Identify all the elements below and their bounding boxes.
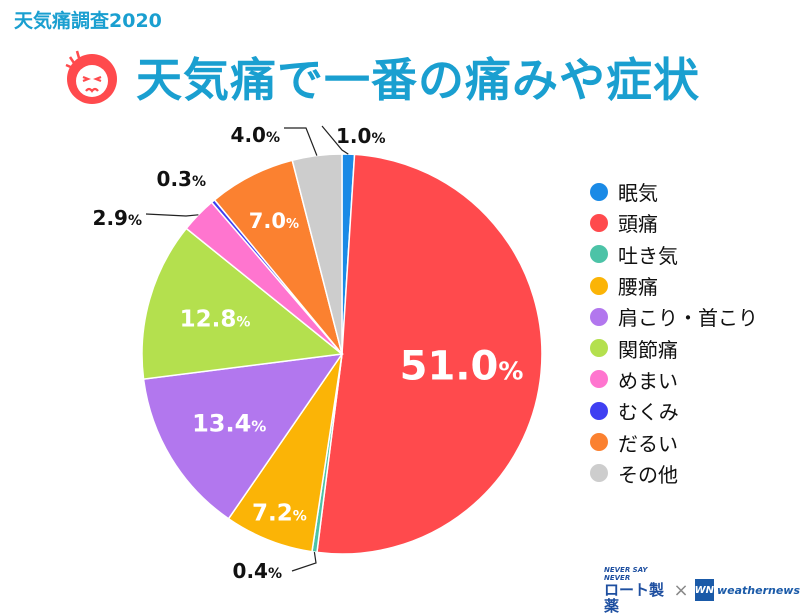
rohto-name: ロート製薬 [604, 581, 665, 615]
legend-label: 吐き気 [618, 243, 678, 268]
chart-title: 天気痛で一番の痛みや症状 [136, 53, 700, 107]
weathernews-mark-icon: WN [694, 579, 714, 601]
slice-data-label: 0.4% [233, 559, 282, 583]
legend-swatch [590, 401, 608, 420]
legend-label: めまい [618, 368, 678, 393]
legend-item: 吐き気 [590, 239, 758, 270]
slice-data-label: 1.0% [336, 124, 385, 148]
legend-label: 腰痛 [618, 275, 658, 300]
legend: 眠気頭痛吐き気腰痛肩こり・首こり 関節痛めまいむくみだるいその他 [590, 176, 758, 489]
slice-data-label: 12.8% [180, 306, 251, 332]
pie-slice-5 [142, 353, 344, 520]
legend-swatch [590, 245, 608, 264]
leader-line [321, 125, 349, 155]
legend-item: めまい [590, 364, 758, 395]
legend-swatch [590, 276, 608, 295]
pie-slice-6 [141, 227, 344, 380]
legend-item: 肩こり・首こり [590, 301, 758, 332]
sponsor-logos: NEVER SAY NEVER ロート製薬 × WN weathernews [604, 566, 800, 614]
headache-face-icon [65, 50, 117, 104]
legend-item: だるい [590, 426, 758, 457]
legend-item: その他 [590, 458, 758, 489]
legend-swatch [590, 213, 608, 232]
legend-item: 関節痛 [590, 332, 758, 363]
logo-separator: × [673, 579, 689, 601]
legend-label: だるい [618, 431, 678, 456]
legend-swatch [590, 370, 608, 389]
slice-data-label: 2.9% [93, 206, 142, 230]
leader-line [284, 127, 318, 156]
survey-label: 天気痛調査2020 [14, 10, 162, 32]
legend-label: その他 [618, 462, 678, 487]
legend-item: 眠気 [590, 176, 758, 207]
slice-data-label: 51.0% [400, 344, 524, 390]
legend-label: 眠気 [618, 181, 658, 206]
slice-data-label: 0.3% [157, 167, 206, 191]
legend-label: 頭痛 [618, 212, 658, 237]
slice-data-label: 7.2% [252, 500, 307, 526]
legend-swatch [590, 433, 608, 452]
pie-chart: 1.0% 51.0% 0.4% 7.2% 13.4% 12.8% 2.9% 0.3% 7.0% 4… [93, 123, 543, 583]
leader-line [145, 213, 199, 217]
legend-item: むくみ [590, 395, 758, 426]
slice-data-label: 4.0% [231, 123, 280, 147]
legend-item: 腰痛 [590, 270, 758, 301]
legend-swatch [590, 182, 608, 201]
legend-swatch [590, 307, 608, 326]
rohto-logo: NEVER SAY NEVER ロート製薬 [604, 566, 667, 614]
legend-swatch [590, 464, 608, 483]
legend-item: 頭痛 [590, 207, 758, 238]
legend-swatch [590, 339, 608, 358]
pie-slice-2 [316, 153, 543, 555]
pie-slice-10 [291, 153, 343, 355]
legend-label: 関節痛 [618, 337, 678, 362]
leader-line [291, 552, 317, 572]
legend-label: 肩こり・首こり [618, 306, 758, 331]
rohto-tagline: NEVER SAY NEVER [604, 566, 648, 582]
slice-data-label: 13.4% [192, 409, 266, 437]
weathernews-name: weathernews [716, 583, 800, 597]
slice-data-label: 7.0% [249, 209, 299, 233]
legend-label: むくみ [618, 400, 679, 425]
